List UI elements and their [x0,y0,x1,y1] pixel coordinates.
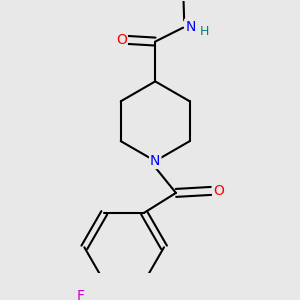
Text: O: O [213,184,224,198]
Text: N: N [185,20,196,34]
Text: F: F [76,289,84,300]
Text: N: N [150,154,160,168]
Text: H: H [200,25,209,38]
Text: O: O [116,33,127,46]
